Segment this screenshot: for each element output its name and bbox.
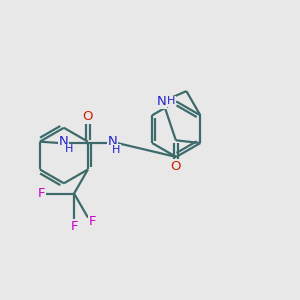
Text: F: F — [38, 187, 45, 200]
Text: H: H — [65, 144, 74, 154]
Text: O: O — [82, 110, 93, 123]
Text: N: N — [58, 135, 68, 148]
Text: N: N — [157, 95, 166, 108]
Text: H: H — [112, 145, 121, 155]
Text: F: F — [88, 215, 96, 228]
Text: H: H — [167, 96, 175, 106]
Text: O: O — [171, 160, 181, 173]
Text: N: N — [107, 135, 117, 148]
Text: F: F — [70, 220, 78, 233]
